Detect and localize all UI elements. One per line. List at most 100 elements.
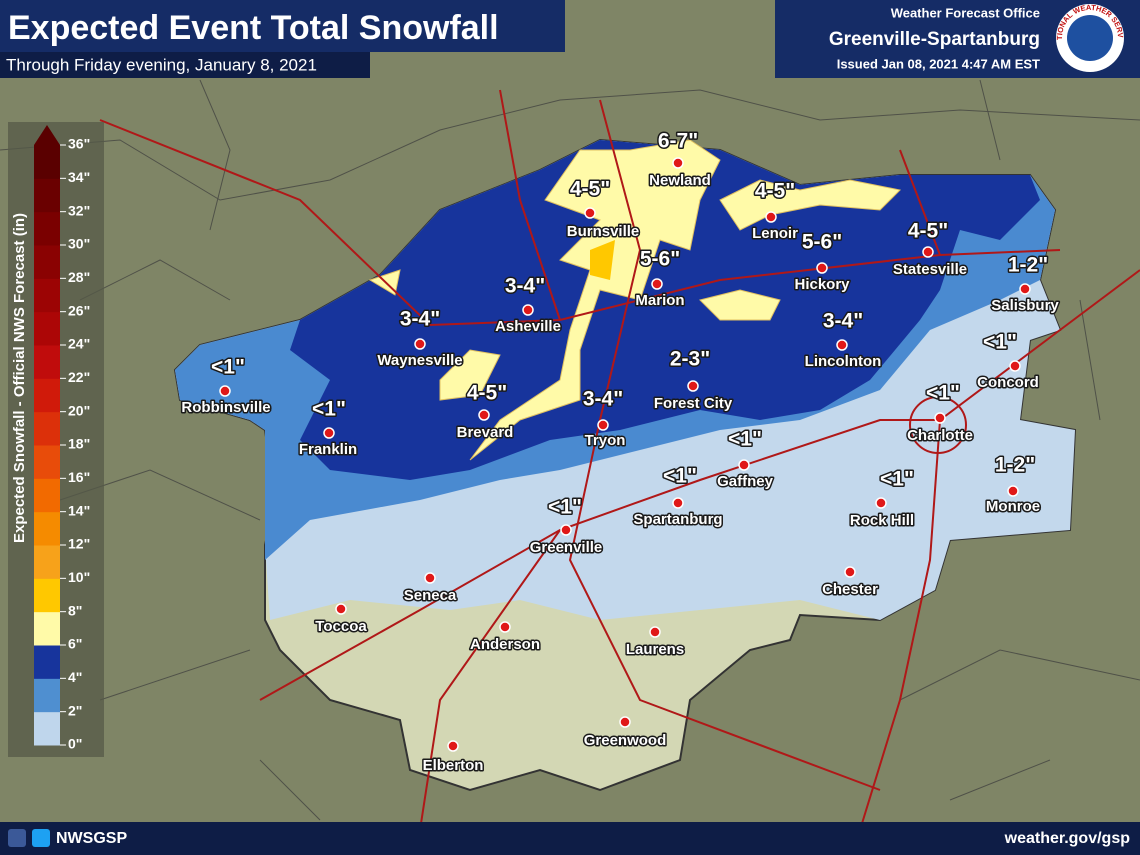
city-dot [922,246,934,258]
city-label: Greenville [530,539,603,556]
city-label: Forest City [654,395,733,412]
footer-bar [0,822,1140,855]
beltway [909,396,967,454]
snow-amount: 6-7" [658,130,698,153]
legend-swatch [34,445,60,479]
city-label: Seneca [404,587,457,604]
city-dot [447,740,459,752]
legend-swatch [34,311,60,346]
legend-tick-label: 18" [68,436,90,452]
legend-tick-label: 14" [68,502,90,518]
snow-amount: 4-5" [467,382,507,405]
city-dot [649,626,661,638]
city-dot [934,412,946,424]
city-label: Rock Hill [850,512,914,529]
city-dot [335,603,347,615]
legend-tick-label: 20" [68,402,90,418]
city-label: Concord [977,374,1039,391]
legend-tick-label: 12" [68,536,90,552]
city-dot [1007,485,1019,497]
legend-tick-label: 2" [68,702,82,718]
snow-amount: 5-6" [640,248,680,271]
city-dot [619,716,631,728]
snow-amount: 3-4" [823,310,863,333]
legend-swatch [34,611,60,646]
city-dot [875,497,887,509]
city-dot [816,262,828,274]
city-dot [738,459,750,471]
city-dot [478,409,490,421]
snow-amount: 3-4" [400,308,440,331]
legend-tick-label: 32" [68,202,90,218]
legend-swatch [34,245,60,279]
legend-tick-label: 26" [68,302,90,318]
snow-amount: <1" [983,331,1017,354]
county-lines [0,79,1140,821]
city-label: Chester [822,581,878,598]
snow-amount: <1" [312,398,346,421]
city-label: Spartanburg [633,511,722,528]
city-label: Waynesville [377,352,462,369]
snow-amount: <1" [211,356,245,379]
legend-swatch [34,678,60,713]
legend-swatch [34,178,60,213]
legend-swatch [34,378,60,413]
city-label: Toccoa [315,618,367,635]
subtitle: Through Friday evening, January 8, 2021 [6,55,317,74]
legend-tick-label: 4" [68,669,82,685]
city-label: Laurens [626,641,684,658]
city-label: Greenwood [584,732,667,749]
legend-tick-label: 30" [68,236,90,252]
subtitle-bar [0,52,370,78]
legend-tick-label: 10" [68,569,90,585]
legend-arrow [34,125,60,145]
legend-swatch [34,511,60,546]
snow-8-10 [590,240,615,280]
city-label: Brevard [457,424,514,441]
city-label: Charlotte [907,427,973,444]
snow-amount: <1" [880,468,914,491]
snow-amount: <1" [728,428,762,451]
city-dot [323,427,335,439]
city-label: Hickory [794,276,850,293]
legend-tick-label: 36" [68,136,90,152]
legend-swatch [34,545,60,579]
legend-tick-label: 16" [68,469,90,485]
city-dot [424,572,436,584]
city-label: Statesville [893,261,967,278]
snow-amount: <1" [663,465,697,488]
legend-swatch [34,411,60,446]
footer-handle: NWSGSP [56,830,127,847]
highways [99,89,1140,831]
title-bar [0,0,565,52]
city-label: Lenoir [752,225,798,242]
city-dot [219,385,231,397]
city-dot [672,497,684,509]
legend: 0" 2" 4" 6" 8" 10" 12" 14" 16" 18" 20" 22" 24" 26" 28"… [34,136,90,752]
legend-tick-label: 0" [68,736,82,752]
snow-amount: 5-6" [802,231,842,254]
city-label: Monroe [986,498,1040,515]
city-dot [844,566,856,578]
snow-amount: 4-5" [755,180,795,203]
issued: Issued Jan 08, 2021 4:47 AM EST [837,56,1040,71]
city-label: Anderson [470,636,540,653]
legend-tick-label: 28" [68,269,90,285]
city-dot [651,278,663,290]
city-label: Burnsville [567,223,640,240]
legend-tick-label: 24" [68,336,90,352]
legend-tick-label: 34" [68,169,90,185]
legend-swatch [34,345,60,379]
places: Newland Burnsville Lenoir Hickory Statesvill… [180,157,1061,775]
city-dot [584,207,596,219]
legend-swatch [34,211,60,246]
snow-amount: 1-2" [995,454,1035,477]
city-dot [687,380,699,392]
snow-amount: 3-4" [505,275,545,298]
snow-amount: <1" [548,496,582,519]
city-label: Tryon [585,432,626,449]
office-line: Weather Forecast Office [891,5,1040,20]
snow-amount: 3-4" [583,388,623,411]
city-label: Franklin [299,441,357,458]
